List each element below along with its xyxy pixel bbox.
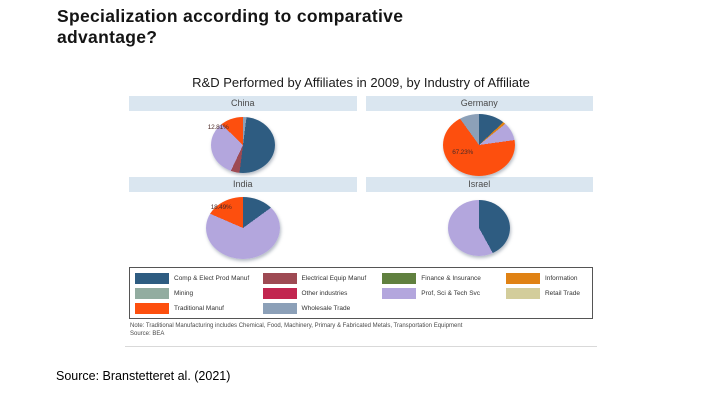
pie-area-china: 12.81% <box>129 113 357 177</box>
legend-item: Information <box>505 272 587 284</box>
panel-china: China 12.81% <box>129 96 357 177</box>
panel-header-germany: Germany <box>365 96 593 111</box>
legend-column: Electrical Equip Manuf Other industries Wh… <box>262 272 379 314</box>
slide-title: Specialization according to comparative … <box>57 6 404 47</box>
legend-item: Electrical Equip Manuf <box>262 272 379 284</box>
legend-item-label: Finance & Insurance <box>421 274 481 282</box>
chart-title: R&D Performed by Affiliates in 2009, by … <box>192 75 530 90</box>
legend-swatch-icon <box>135 287 169 299</box>
panel-germany: Germany 67.23% <box>365 96 594 177</box>
legend-swatch-icon <box>262 272 297 284</box>
pie-slice-label: 67.23% <box>452 149 474 156</box>
legend-swatch-icon <box>505 287 540 299</box>
pie-chart-israel <box>448 200 511 256</box>
panel-india: India 18.49% <box>129 177 357 262</box>
legend-item-label: Mining <box>174 289 194 297</box>
legend-swatch-icon <box>505 272 540 284</box>
legend-item-label: Retail Trade <box>544 289 580 297</box>
pie-slice-label: 12.81% <box>207 124 229 131</box>
chart-note: Note: Traditional Manufacturing includes… <box>130 322 592 338</box>
pie-area-india: 18.49% <box>129 194 357 262</box>
legend-item-label: Comp & Elect Prod Manuf <box>174 274 250 282</box>
legend-swatch-icon <box>135 302 169 314</box>
note-line: Note: Traditional Manufacturing includes… <box>130 323 463 329</box>
legend-item: Comp & Elect Prod Manuf <box>135 272 259 284</box>
legend-item-label: Wholesale Trade <box>301 304 351 312</box>
legend-column: Comp & Elect Prod Manuf Mining Traditional… <box>135 272 259 314</box>
pie-chart-india <box>205 197 280 259</box>
pie-area-israel <box>366 194 594 262</box>
panel-header-india: India <box>129 177 357 192</box>
legend-item: Prof, Sci & Tech Svc <box>382 287 502 299</box>
legend-columns: Comp & Elect Prod Manuf Mining Traditional… <box>129 267 593 319</box>
legend-item-label: Other industries <box>301 289 348 297</box>
slide-source: Source: Branstetteret al. (2021) <box>56 369 231 383</box>
legend-item: Retail Trade <box>505 287 587 299</box>
panel-header-israel: Israel <box>365 177 593 192</box>
pie-slice-label: 18.49% <box>210 204 232 211</box>
legend-swatch-icon <box>262 302 297 314</box>
legend-item: Traditional Manuf <box>135 302 259 314</box>
legend-item: Mining <box>135 287 259 299</box>
legend-swatch-icon <box>382 272 417 284</box>
legend-column: Information Retail Trade <box>505 272 587 314</box>
legend-item: Wholesale Trade <box>262 302 379 314</box>
legend-item: Other industries <box>262 287 379 299</box>
legend-item-label: Prof, Sci & Tech Svc <box>421 289 481 297</box>
pie-panels-grid: China 12.81% Germany 67.23% India 18.49%… <box>125 96 597 262</box>
legend-swatch-icon <box>382 287 417 299</box>
pie-chart-china <box>210 117 275 173</box>
legend-item-label: Electrical Equip Manuf <box>301 274 367 282</box>
pie-chart-germany <box>443 114 516 176</box>
legend-item-label: Information <box>544 274 578 282</box>
legend-item-label: Traditional Manuf <box>174 304 224 312</box>
panel-israel: Israel <box>365 177 594 262</box>
legend-item: Finance & Insurance <box>382 272 502 284</box>
legend-column: Finance & Insurance Prof, Sci & Tech Svc <box>382 272 502 314</box>
rd-affiliates-chart: R&D Performed by Affiliates in 2009, by … <box>125 66 597 347</box>
legend-swatch-icon <box>262 287 297 299</box>
pie-area-germany: 67.23% <box>366 113 594 177</box>
panel-header-china: China <box>129 96 357 111</box>
legend-swatch-icon <box>135 272 169 284</box>
note-source-line: Source: BEA <box>130 331 165 338</box>
